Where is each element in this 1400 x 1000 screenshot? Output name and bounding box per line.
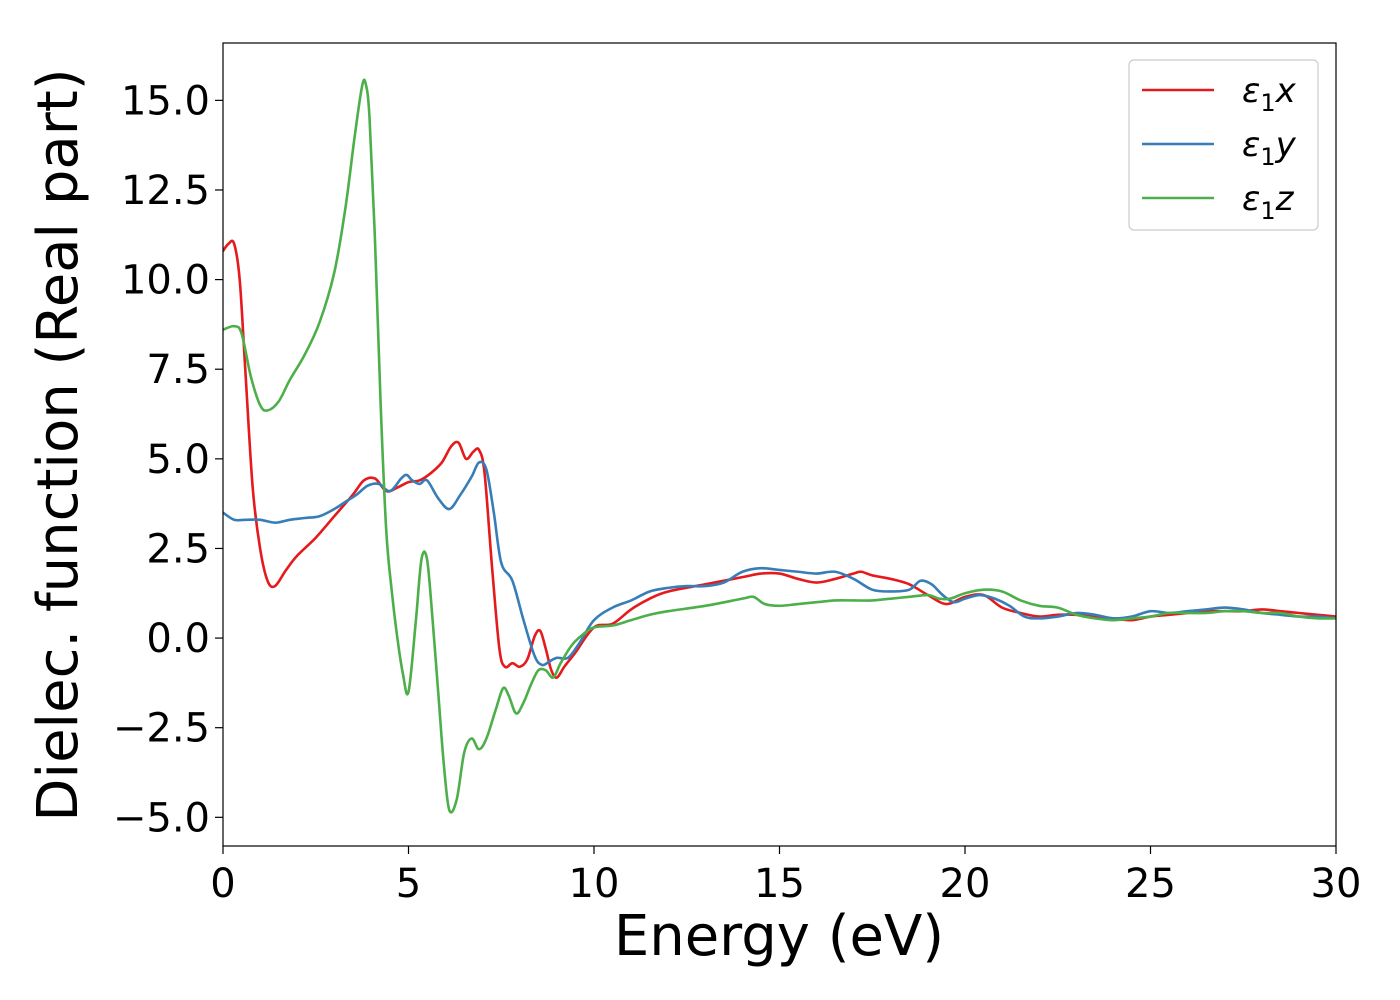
series-line-y <box>223 460 1336 667</box>
y-tick-label: 10.0 <box>121 258 210 304</box>
y-tick-label: −2.5 <box>113 706 210 752</box>
y-tick-label: 2.5 <box>146 526 210 572</box>
x-tick-label: 20 <box>940 861 991 907</box>
legend-label-z: ε1z <box>1242 179 1295 225</box>
x-tick-label: 30 <box>1311 861 1362 907</box>
x-axis: 0 5 10 15 20 25 30 <box>210 846 1361 907</box>
y-tick-label: 12.5 <box>121 168 210 214</box>
y-tick-label: −5.0 <box>113 795 210 841</box>
y-axis-title: Dielec. function (Real part) <box>26 68 91 821</box>
series-layer <box>223 78 1336 814</box>
legend-box <box>1128 59 1319 231</box>
y-tick-label: 5.0 <box>146 437 210 483</box>
legend-label-y: ε1y <box>1242 125 1297 171</box>
x-tick-label: 25 <box>1125 861 1176 907</box>
legend: ε1x ε1y ε1z <box>1128 59 1319 231</box>
x-tick-label: 0 <box>210 861 235 907</box>
legend-label-x: ε1x <box>1242 71 1297 117</box>
y-tick-label: 15.0 <box>121 78 210 124</box>
series-line-z <box>223 78 1336 814</box>
x-axis-title: Energy (eV) <box>614 904 944 969</box>
series-line-x <box>223 239 1336 679</box>
y-tick-label: 0.0 <box>146 616 210 662</box>
x-tick-label: 15 <box>754 861 805 907</box>
y-tick-label: 7.5 <box>146 347 210 393</box>
x-tick-label: 5 <box>396 861 421 907</box>
y-axis: −5.0 −2.5 0.0 2.5 5.0 7.5 10.0 12.5 15.0 <box>113 78 223 841</box>
x-tick-label: 10 <box>569 861 620 907</box>
